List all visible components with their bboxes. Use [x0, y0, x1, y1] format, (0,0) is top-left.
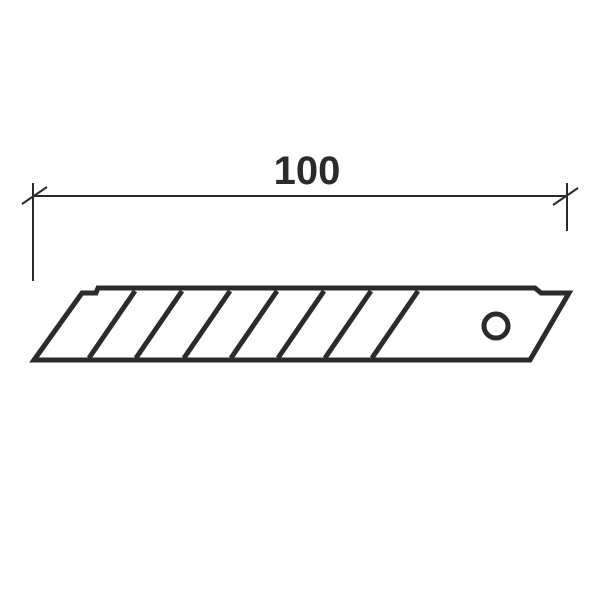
dimension-tick-left [21, 186, 48, 205]
snap-line [228, 289, 280, 360]
snap-line [369, 289, 421, 360]
snap-line [322, 289, 374, 360]
snap-line [275, 289, 327, 360]
snap-line [133, 289, 185, 360]
blade [29, 285, 574, 363]
mount-hole [481, 311, 511, 341]
blade-outline [29, 285, 574, 363]
dimension-annotation [21, 183, 579, 281]
snap-lines [86, 289, 421, 360]
snap-line [86, 289, 138, 360]
snap-line [181, 289, 233, 360]
dimension-value: 100 [274, 149, 341, 193]
dimension-tick-right [552, 187, 579, 206]
